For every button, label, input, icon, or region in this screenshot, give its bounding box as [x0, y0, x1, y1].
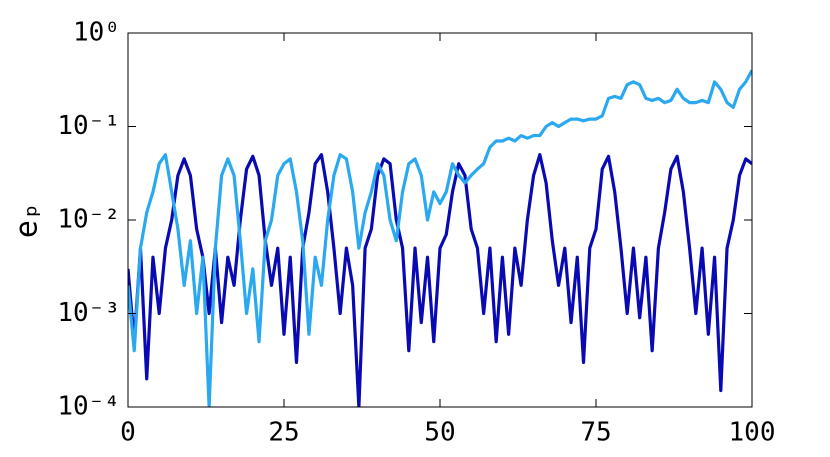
- x-tick-label: 100: [729, 418, 776, 448]
- data-line: [128, 153, 752, 407]
- x-tick-label: 50: [424, 418, 455, 448]
- x-tick-label: 75: [580, 418, 611, 448]
- plot-frame: [127, 32, 753, 408]
- y-tick-label: 10⁻²: [57, 205, 120, 235]
- y-tick-label: 10⁻⁴: [57, 392, 120, 422]
- y-tick-label: 10⁻¹: [57, 111, 120, 141]
- y-axis-label: eₚ: [10, 202, 45, 238]
- y-tick-label: 10⁻³: [57, 298, 120, 328]
- x-tick-label: 0: [120, 418, 136, 448]
- y-tick-label: 10⁰: [73, 18, 120, 48]
- x-tick-label: 25: [268, 418, 299, 448]
- data-line: [128, 69, 752, 407]
